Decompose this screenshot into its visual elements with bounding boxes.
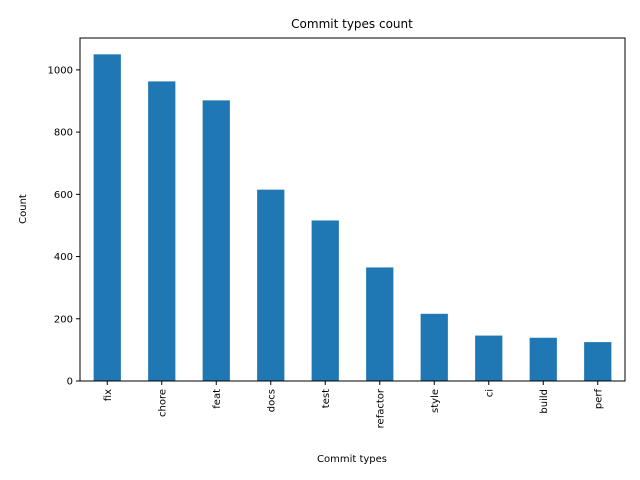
- x-tick-label-feat: feat: [212, 389, 223, 409]
- x-tick-label-style: style: [430, 389, 441, 413]
- y-tick-label-400: 400: [54, 252, 73, 263]
- bar-chore: [148, 81, 176, 382]
- y-tick-label-0: 0: [67, 377, 73, 388]
- bar-style: [420, 313, 448, 381]
- bars-group: [93, 54, 612, 382]
- bar-fix: [93, 54, 121, 381]
- bar-feat: [202, 100, 230, 381]
- x-axis-label: Commit types: [317, 454, 387, 465]
- bar-ci: [475, 335, 503, 381]
- x-tick-label-chore: chore: [157, 389, 168, 417]
- x-tick-label-docs: docs: [266, 389, 277, 412]
- bar-test: [311, 220, 339, 381]
- plot-frame: [79, 37, 626, 382]
- bar-build: [529, 337, 557, 381]
- x-tick-label-build: build: [539, 389, 550, 414]
- bar-refactor: [366, 267, 394, 381]
- x-tick-label-ci: ci: [484, 389, 495, 397]
- y-tick-label-600: 600: [54, 190, 73, 201]
- y-tick-label-1000: 1000: [48, 65, 73, 76]
- x-tick-label-refactor: refactor: [375, 388, 386, 428]
- y-axis: 0 200 400 600 800 1000: [48, 65, 80, 388]
- x-tick-label-fix: fix: [103, 389, 114, 401]
- y-tick-label-800: 800: [54, 128, 73, 139]
- y-axis-label: Count: [18, 194, 29, 224]
- chart-title: Commit types count: [291, 17, 413, 31]
- x-tick-label-test: test: [321, 389, 332, 408]
- x-axis: fix chore feat docs test refactor style ci build…: [103, 381, 604, 428]
- x-tick-label-perf: perf: [593, 389, 604, 410]
- bar-perf: [584, 342, 612, 381]
- bar-docs: [257, 189, 285, 381]
- y-tick-label-200: 200: [54, 314, 73, 325]
